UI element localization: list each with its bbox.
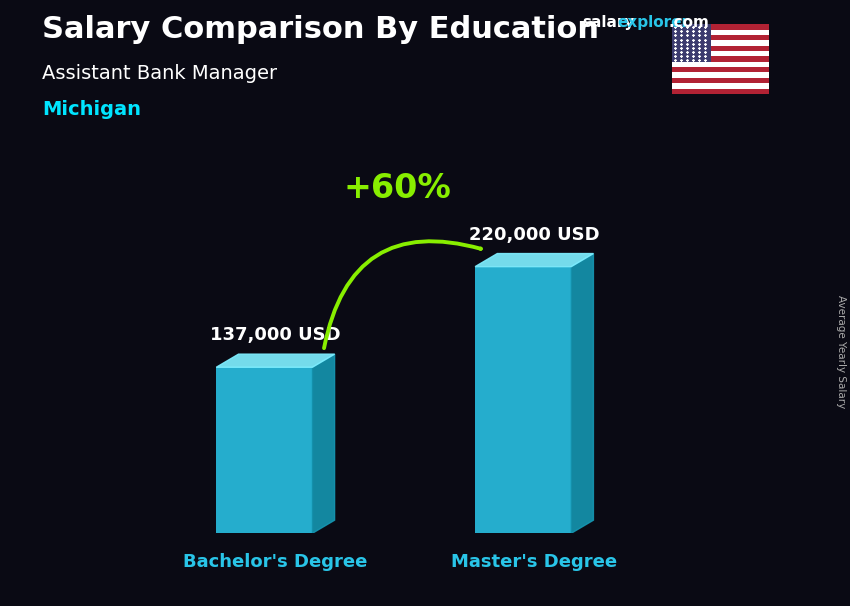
Text: explorer: explorer	[617, 15, 689, 30]
Text: Bachelor's Degree: Bachelor's Degree	[184, 553, 368, 571]
Bar	[672, 78, 769, 83]
Bar	[475, 267, 571, 533]
Bar	[672, 45, 769, 51]
Text: Michigan: Michigan	[42, 100, 141, 119]
Bar	[672, 62, 769, 67]
Text: Average Yearly Salary: Average Yearly Salary	[836, 295, 846, 408]
Text: Master's Degree: Master's Degree	[451, 553, 617, 571]
Text: 137,000 USD: 137,000 USD	[210, 326, 341, 344]
Bar	[672, 51, 769, 56]
Text: 220,000 USD: 220,000 USD	[469, 225, 599, 244]
Text: .com: .com	[668, 15, 709, 30]
Bar	[216, 367, 313, 533]
Bar	[672, 73, 769, 78]
Bar	[672, 83, 769, 88]
Polygon shape	[475, 253, 593, 267]
Text: Salary Comparison By Education: Salary Comparison By Education	[42, 15, 599, 44]
Bar	[672, 24, 769, 30]
Bar	[672, 67, 769, 73]
Text: +60%: +60%	[343, 171, 451, 205]
Bar	[672, 35, 769, 41]
Bar	[672, 24, 711, 62]
Bar	[672, 56, 769, 62]
Polygon shape	[571, 253, 593, 533]
Bar	[672, 88, 769, 94]
Polygon shape	[313, 354, 335, 533]
Bar	[672, 41, 769, 45]
Text: salary: salary	[582, 15, 635, 30]
Text: Assistant Bank Manager: Assistant Bank Manager	[42, 64, 278, 82]
Bar	[672, 30, 769, 35]
Polygon shape	[216, 354, 335, 367]
